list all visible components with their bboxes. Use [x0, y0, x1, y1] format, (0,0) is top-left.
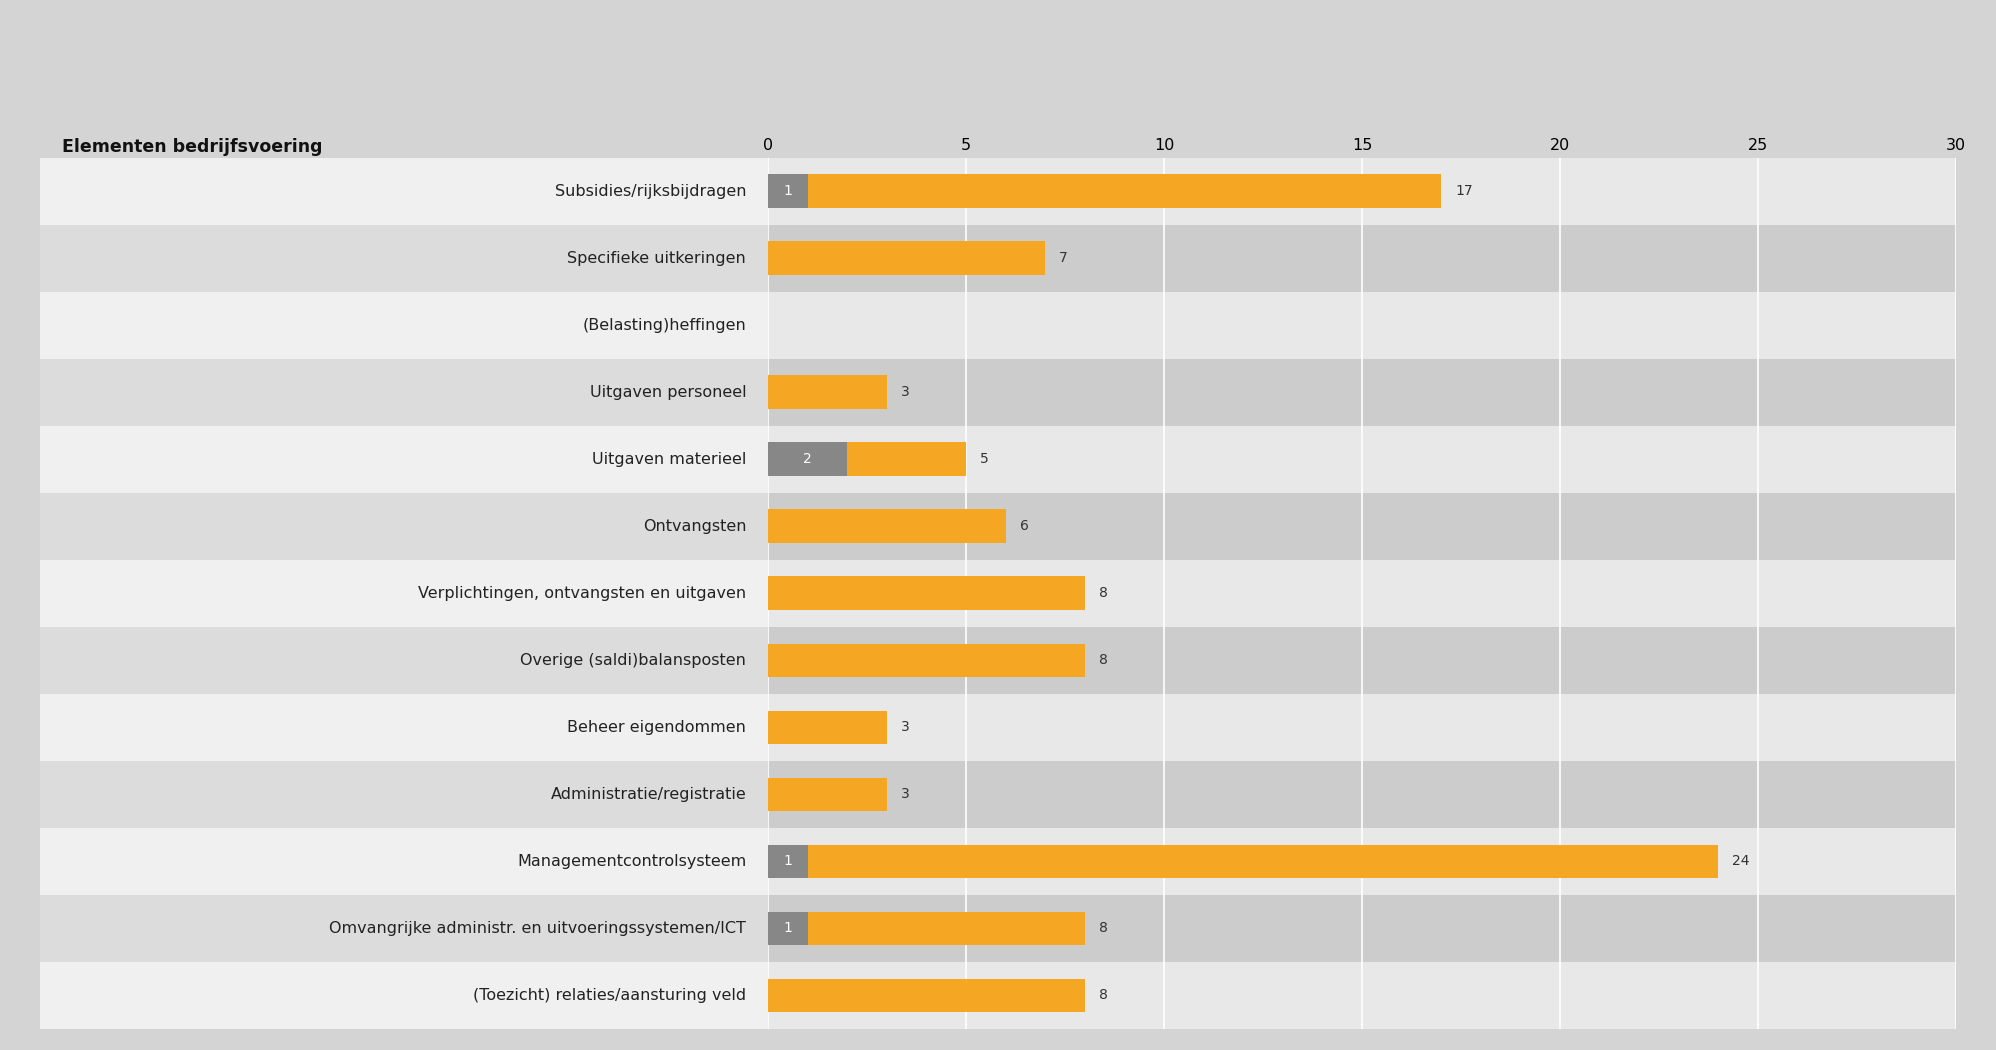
Bar [40, 292, 768, 359]
Bar [768, 359, 1956, 425]
Text: Uitgaven materieel: Uitgaven materieel [593, 452, 747, 466]
Text: 17: 17 [1455, 184, 1473, 198]
Bar [768, 761, 1956, 827]
Bar [40, 962, 768, 1029]
Bar [768, 376, 886, 408]
Bar [40, 694, 768, 761]
Bar [808, 844, 1719, 878]
Bar [768, 711, 886, 744]
Bar [768, 911, 808, 945]
Bar [40, 627, 768, 694]
Bar [768, 979, 1086, 1012]
Bar [768, 158, 1956, 225]
Text: 3: 3 [900, 720, 910, 734]
Text: 1: 1 [782, 922, 792, 936]
Bar [40, 895, 768, 962]
Bar [768, 844, 808, 878]
Bar [40, 225, 768, 292]
Text: 3: 3 [900, 385, 910, 399]
Bar [768, 627, 1956, 694]
Bar [40, 560, 768, 627]
Text: 2: 2 [802, 453, 812, 466]
Bar [40, 425, 768, 492]
Bar [40, 359, 768, 425]
Text: 1: 1 [782, 855, 792, 868]
Bar [40, 492, 768, 560]
Bar [768, 694, 1956, 761]
Bar [768, 425, 1956, 492]
Text: Managementcontrolsysteem: Managementcontrolsysteem [517, 854, 747, 869]
Text: Omvangrijke administr. en uitvoeringssystemen/ICT: Omvangrijke administr. en uitvoeringssys… [329, 921, 747, 936]
Text: 6: 6 [1020, 519, 1028, 533]
Text: 24: 24 [1733, 855, 1750, 868]
Text: Administratie/registratie: Administratie/registratie [551, 786, 747, 802]
Bar [768, 827, 1956, 895]
Text: Uitgaven personeel: Uitgaven personeel [589, 384, 747, 400]
Text: 8: 8 [1098, 922, 1108, 936]
Bar [40, 158, 768, 225]
Text: Elementen bedrijfsvoering: Elementen bedrijfsvoering [62, 139, 321, 156]
Bar [768, 644, 1086, 677]
Bar [768, 225, 1956, 292]
Bar [768, 509, 1006, 543]
Bar [808, 911, 1086, 945]
Text: 8: 8 [1098, 653, 1108, 668]
Bar [768, 962, 1956, 1029]
Bar [808, 174, 1441, 208]
Text: (Toezicht) relaties/aansturing veld: (Toezicht) relaties/aansturing veld [473, 988, 747, 1003]
Text: 8: 8 [1098, 988, 1108, 1003]
Bar [846, 442, 966, 476]
Bar [768, 576, 1086, 610]
Bar [40, 761, 768, 827]
Text: (Belasting)heffingen: (Belasting)heffingen [583, 317, 747, 333]
Bar [40, 827, 768, 895]
Bar [768, 242, 1046, 275]
Bar [768, 442, 846, 476]
Text: 3: 3 [900, 788, 910, 801]
Text: 7: 7 [1060, 251, 1068, 265]
Bar [768, 174, 808, 208]
Text: Overige (saldi)balansposten: Overige (saldi)balansposten [521, 653, 747, 668]
Text: Beheer eigendommen: Beheer eigendommen [567, 720, 747, 735]
Text: 5: 5 [980, 453, 988, 466]
Text: Ontvangsten: Ontvangsten [643, 519, 747, 533]
Text: 1: 1 [782, 184, 792, 198]
Text: Verplichtingen, ontvangsten en uitgaven: Verplichtingen, ontvangsten en uitgaven [417, 586, 747, 601]
Bar [768, 778, 886, 812]
Text: Subsidies/rijksbijdragen: Subsidies/rijksbijdragen [555, 184, 747, 198]
Bar [768, 895, 1956, 962]
Text: Specifieke uitkeringen: Specifieke uitkeringen [567, 251, 747, 266]
Bar [768, 560, 1956, 627]
Bar [768, 492, 1956, 560]
Bar [768, 292, 1956, 359]
Text: 8: 8 [1098, 586, 1108, 601]
